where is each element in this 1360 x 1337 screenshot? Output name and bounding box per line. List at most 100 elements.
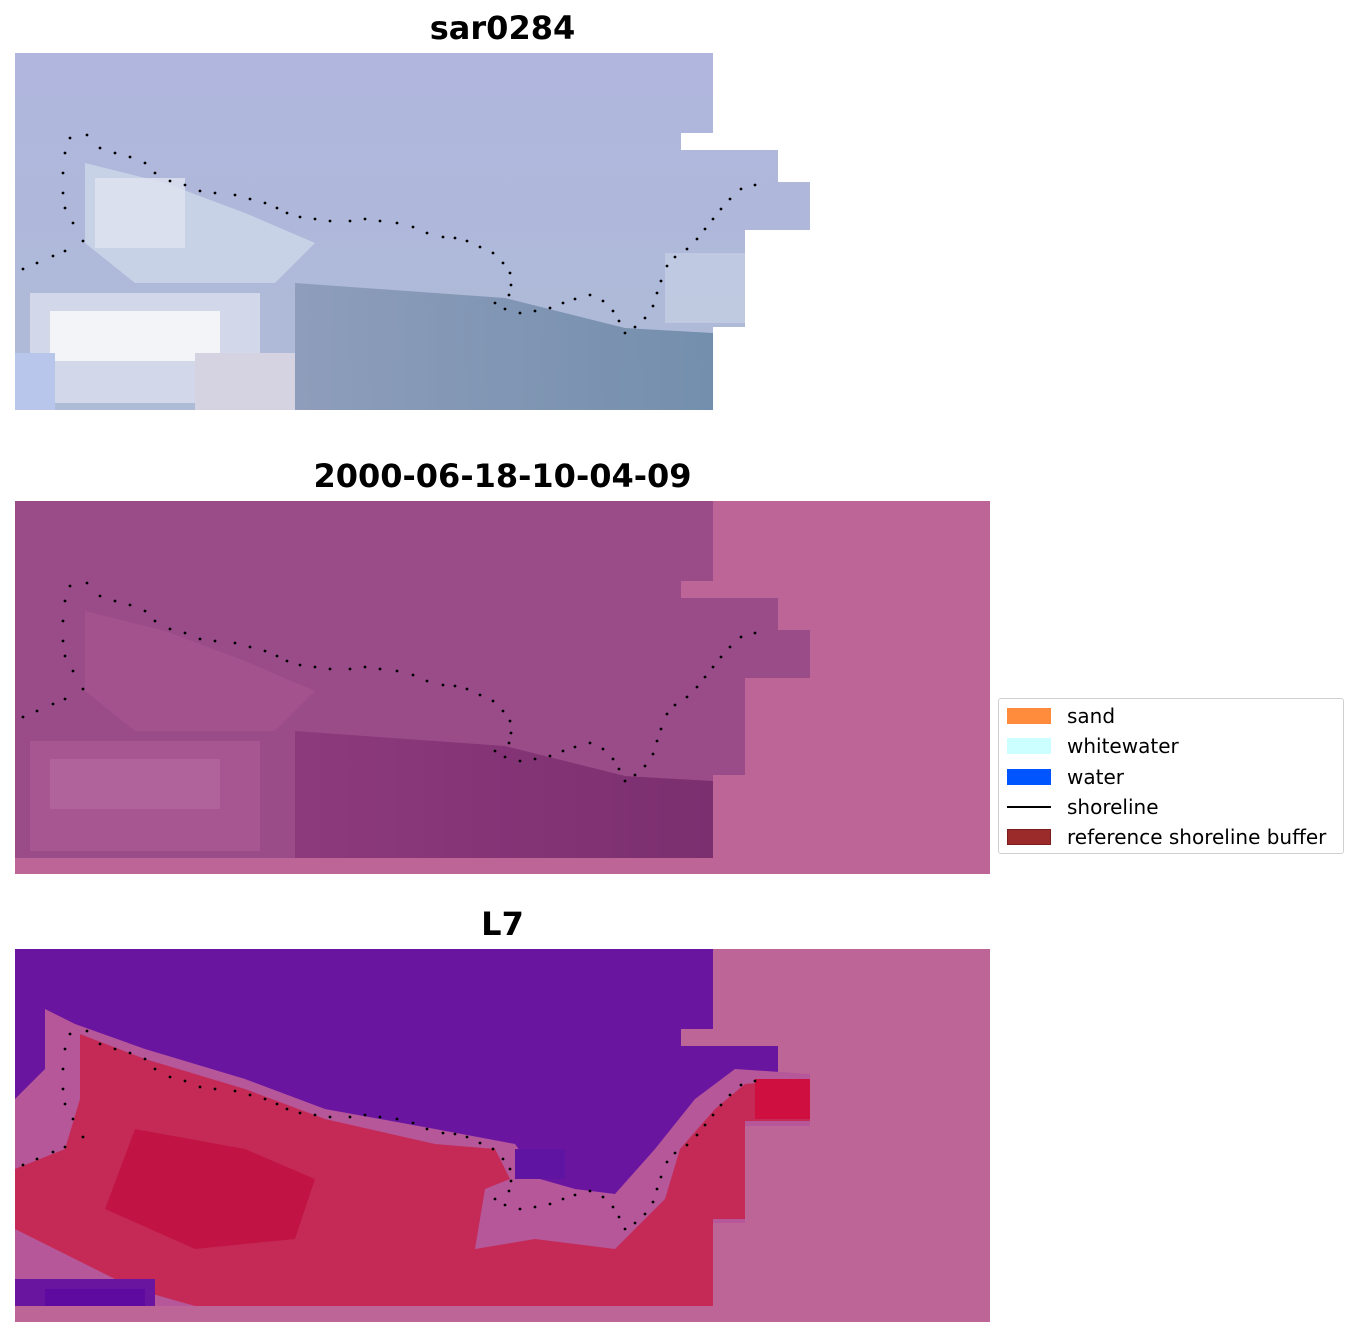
shoreline-dot	[285, 211, 289, 215]
shoreline-dot	[478, 245, 482, 249]
classified-image	[15, 949, 810, 1306]
shoreline-dot	[509, 731, 513, 735]
shoreline-dot	[623, 1227, 627, 1231]
shoreline-dot	[611, 1205, 615, 1209]
shoreline-dot	[128, 603, 132, 607]
shoreline-dot	[753, 631, 757, 635]
shoreline-dot	[85, 581, 89, 585]
shoreline-dot	[198, 637, 202, 641]
shoreline-dot	[61, 191, 65, 195]
shoreline-dot	[453, 1132, 457, 1136]
shoreline-dot	[659, 727, 663, 731]
shoreline-dot	[275, 206, 279, 210]
shoreline-dot	[548, 1202, 552, 1206]
shoreline-dot	[509, 283, 513, 287]
shoreline-dot	[548, 754, 552, 758]
shoreline-dot	[85, 1029, 89, 1033]
shoreline-dot	[651, 752, 655, 756]
shoreline-dot	[98, 594, 102, 598]
shoreline-dot	[348, 667, 352, 671]
panel-title-1: sar0284	[429, 9, 576, 47]
shoreline-dot	[711, 217, 715, 221]
legend: sand whitewater water shoreline referenc…	[998, 698, 1344, 854]
shoreline-dot	[328, 1115, 332, 1119]
shoreline-dot	[183, 183, 187, 187]
shoreline-dot	[533, 757, 537, 761]
shoreline-dot	[703, 227, 707, 231]
shoreline-dot	[363, 1113, 367, 1117]
shoreline-dot	[285, 659, 289, 663]
shoreline-dot	[611, 757, 615, 761]
shoreline-dot	[695, 685, 699, 689]
shoreline-dot	[35, 261, 39, 265]
legend-item-shoreline: shoreline	[1007, 795, 1159, 819]
shoreline-dot	[61, 619, 65, 623]
shoreline-dot	[61, 171, 65, 175]
shoreline-dot	[673, 1151, 677, 1155]
shoreline-dot	[739, 187, 743, 191]
shoreline-dot	[465, 687, 469, 691]
shoreline-dot	[719, 207, 723, 211]
shoreline-dot	[588, 1189, 592, 1193]
shoreline-dot	[285, 1107, 289, 1111]
water-swatch	[1007, 769, 1051, 785]
shoreline-dot	[363, 665, 367, 669]
shoreline-dot	[643, 1212, 647, 1216]
shoreline-dot	[685, 247, 689, 251]
rgb-image	[15, 53, 810, 410]
shoreline-dot	[478, 693, 482, 697]
shoreline-dot	[63, 151, 67, 155]
index-image	[15, 501, 810, 858]
shoreline-dot	[643, 764, 647, 768]
shoreline-dot	[51, 1150, 55, 1154]
shoreline-dot	[198, 1085, 202, 1089]
shoreline-dot	[21, 715, 25, 719]
shoreline-dot	[313, 1113, 317, 1117]
shoreline-dot	[665, 264, 669, 268]
shoreline-dot	[623, 331, 627, 335]
sand-swatch	[1007, 708, 1051, 724]
shoreline-dot	[719, 1103, 723, 1107]
shoreline-dot	[503, 307, 507, 311]
shoreline-dot	[665, 1160, 669, 1164]
shoreline-dot	[507, 741, 511, 745]
shoreline-dot	[61, 1067, 65, 1071]
shoreline-dot	[153, 619, 157, 623]
shoreline-dot	[113, 599, 117, 603]
shoreline-dot	[313, 217, 317, 221]
shoreline-dot	[739, 1083, 743, 1087]
shoreline-dot	[68, 1032, 72, 1036]
shoreline-dot	[63, 654, 67, 658]
panel-title-2: 2000-06-18-10-04-09	[313, 457, 692, 495]
shoreline-dot	[711, 1113, 715, 1117]
shoreline-dot	[248, 1093, 252, 1097]
shoreline-dot	[168, 179, 172, 183]
shoreline-dot	[561, 749, 565, 753]
shoreline-dot	[441, 1131, 445, 1135]
shoreline-dots	[21, 581, 757, 783]
whitewater-swatch	[1007, 738, 1051, 754]
shoreline-dot	[425, 1127, 429, 1131]
shoreline-dot	[328, 667, 332, 671]
shoreline-dot	[611, 309, 615, 313]
shoreline-dot	[183, 631, 187, 635]
shoreline-dot	[501, 261, 505, 265]
shoreline-dot	[248, 197, 252, 201]
shoreline-dot	[561, 1197, 565, 1201]
shoreline-dot	[153, 171, 157, 175]
shoreline-dot	[533, 1205, 537, 1209]
shoreline-dot	[63, 697, 67, 701]
shoreline-dot	[143, 1057, 147, 1061]
shoreline-dot	[643, 316, 647, 320]
shoreline-dot	[378, 667, 382, 671]
shoreline-dot	[198, 189, 202, 193]
shoreline-dot	[573, 1193, 577, 1197]
shoreline-dot	[453, 236, 457, 240]
shoreline-dot	[588, 741, 592, 745]
shoreline-dot	[491, 699, 495, 703]
shoreline-dot	[633, 325, 637, 329]
shoreline-dot	[685, 695, 689, 699]
shoreline-dot	[68, 584, 72, 588]
shoreline-dot	[573, 745, 577, 749]
shoreline-dot	[673, 703, 677, 707]
